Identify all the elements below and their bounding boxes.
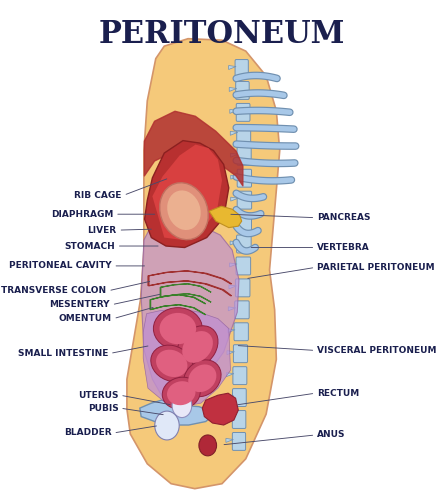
FancyBboxPatch shape (232, 410, 246, 428)
Text: VERTEBRA: VERTEBRA (317, 243, 370, 252)
FancyBboxPatch shape (236, 257, 251, 275)
Polygon shape (227, 350, 234, 354)
Polygon shape (228, 329, 235, 332)
Text: MESENTERY: MESENTERY (49, 300, 110, 309)
FancyBboxPatch shape (233, 344, 247, 362)
Text: PERITONEAL CAVITY: PERITONEAL CAVITY (9, 262, 112, 270)
Ellipse shape (151, 345, 193, 382)
Ellipse shape (199, 435, 216, 456)
Polygon shape (230, 154, 238, 158)
FancyBboxPatch shape (232, 432, 246, 450)
Ellipse shape (155, 411, 179, 440)
Polygon shape (226, 372, 234, 376)
Polygon shape (202, 393, 238, 425)
FancyBboxPatch shape (235, 301, 249, 319)
Polygon shape (230, 241, 237, 245)
Text: UTERUS: UTERUS (78, 390, 118, 400)
FancyBboxPatch shape (235, 60, 248, 78)
Polygon shape (160, 284, 211, 302)
Text: PANCREAS: PANCREAS (317, 213, 371, 222)
Text: BLADDER: BLADDER (64, 428, 112, 438)
Polygon shape (228, 307, 236, 311)
FancyBboxPatch shape (236, 104, 250, 122)
Text: ANUS: ANUS (317, 430, 346, 440)
Ellipse shape (177, 326, 218, 368)
Polygon shape (231, 197, 238, 201)
Polygon shape (226, 438, 233, 442)
Ellipse shape (167, 190, 201, 230)
Polygon shape (226, 394, 233, 398)
Polygon shape (145, 140, 229, 248)
Ellipse shape (162, 377, 200, 409)
Polygon shape (143, 308, 230, 406)
FancyBboxPatch shape (233, 366, 247, 384)
Text: TRANSVERSE COLON: TRANSVERSE COLON (1, 286, 106, 296)
FancyBboxPatch shape (237, 126, 251, 144)
Ellipse shape (160, 182, 208, 240)
FancyBboxPatch shape (237, 169, 251, 187)
Ellipse shape (167, 381, 195, 405)
FancyBboxPatch shape (236, 82, 249, 100)
Polygon shape (231, 175, 238, 179)
FancyBboxPatch shape (237, 191, 251, 209)
FancyBboxPatch shape (237, 213, 251, 231)
Ellipse shape (156, 350, 187, 377)
Polygon shape (148, 271, 232, 295)
FancyBboxPatch shape (235, 279, 250, 297)
Text: STOMACH: STOMACH (64, 242, 115, 250)
Polygon shape (140, 400, 212, 425)
Ellipse shape (153, 308, 202, 350)
Polygon shape (226, 416, 233, 420)
Polygon shape (230, 132, 238, 136)
Text: DIAPHRAGM: DIAPHRAGM (51, 210, 113, 218)
Polygon shape (230, 263, 237, 267)
FancyBboxPatch shape (233, 388, 246, 406)
Text: RECTUM: RECTUM (317, 388, 359, 398)
Ellipse shape (172, 394, 192, 417)
Text: RIB CAGE: RIB CAGE (74, 191, 122, 200)
Polygon shape (229, 285, 237, 289)
Ellipse shape (159, 313, 196, 344)
FancyBboxPatch shape (234, 323, 248, 340)
Text: SMALL INTESTINE: SMALL INTESTINE (18, 349, 108, 358)
Polygon shape (229, 66, 236, 70)
Text: PARIETAL PERITONEUM: PARIETAL PERITONEUM (317, 263, 434, 272)
Polygon shape (229, 88, 237, 92)
FancyBboxPatch shape (237, 235, 251, 253)
Text: OMENTUM: OMENTUM (59, 314, 112, 323)
Ellipse shape (184, 360, 221, 397)
Polygon shape (152, 144, 222, 240)
Polygon shape (127, 38, 280, 488)
Ellipse shape (182, 331, 213, 363)
Polygon shape (230, 110, 237, 114)
Polygon shape (141, 221, 239, 400)
Text: PERITONEUM: PERITONEUM (99, 19, 345, 50)
Text: PUBIS: PUBIS (88, 404, 118, 412)
Text: VISCERAL PERITONEUM: VISCERAL PERITONEUM (317, 346, 437, 355)
FancyBboxPatch shape (237, 148, 251, 165)
Ellipse shape (188, 364, 216, 392)
Text: LIVER: LIVER (88, 226, 117, 234)
Polygon shape (150, 294, 206, 314)
Polygon shape (230, 219, 238, 223)
Polygon shape (209, 206, 242, 228)
